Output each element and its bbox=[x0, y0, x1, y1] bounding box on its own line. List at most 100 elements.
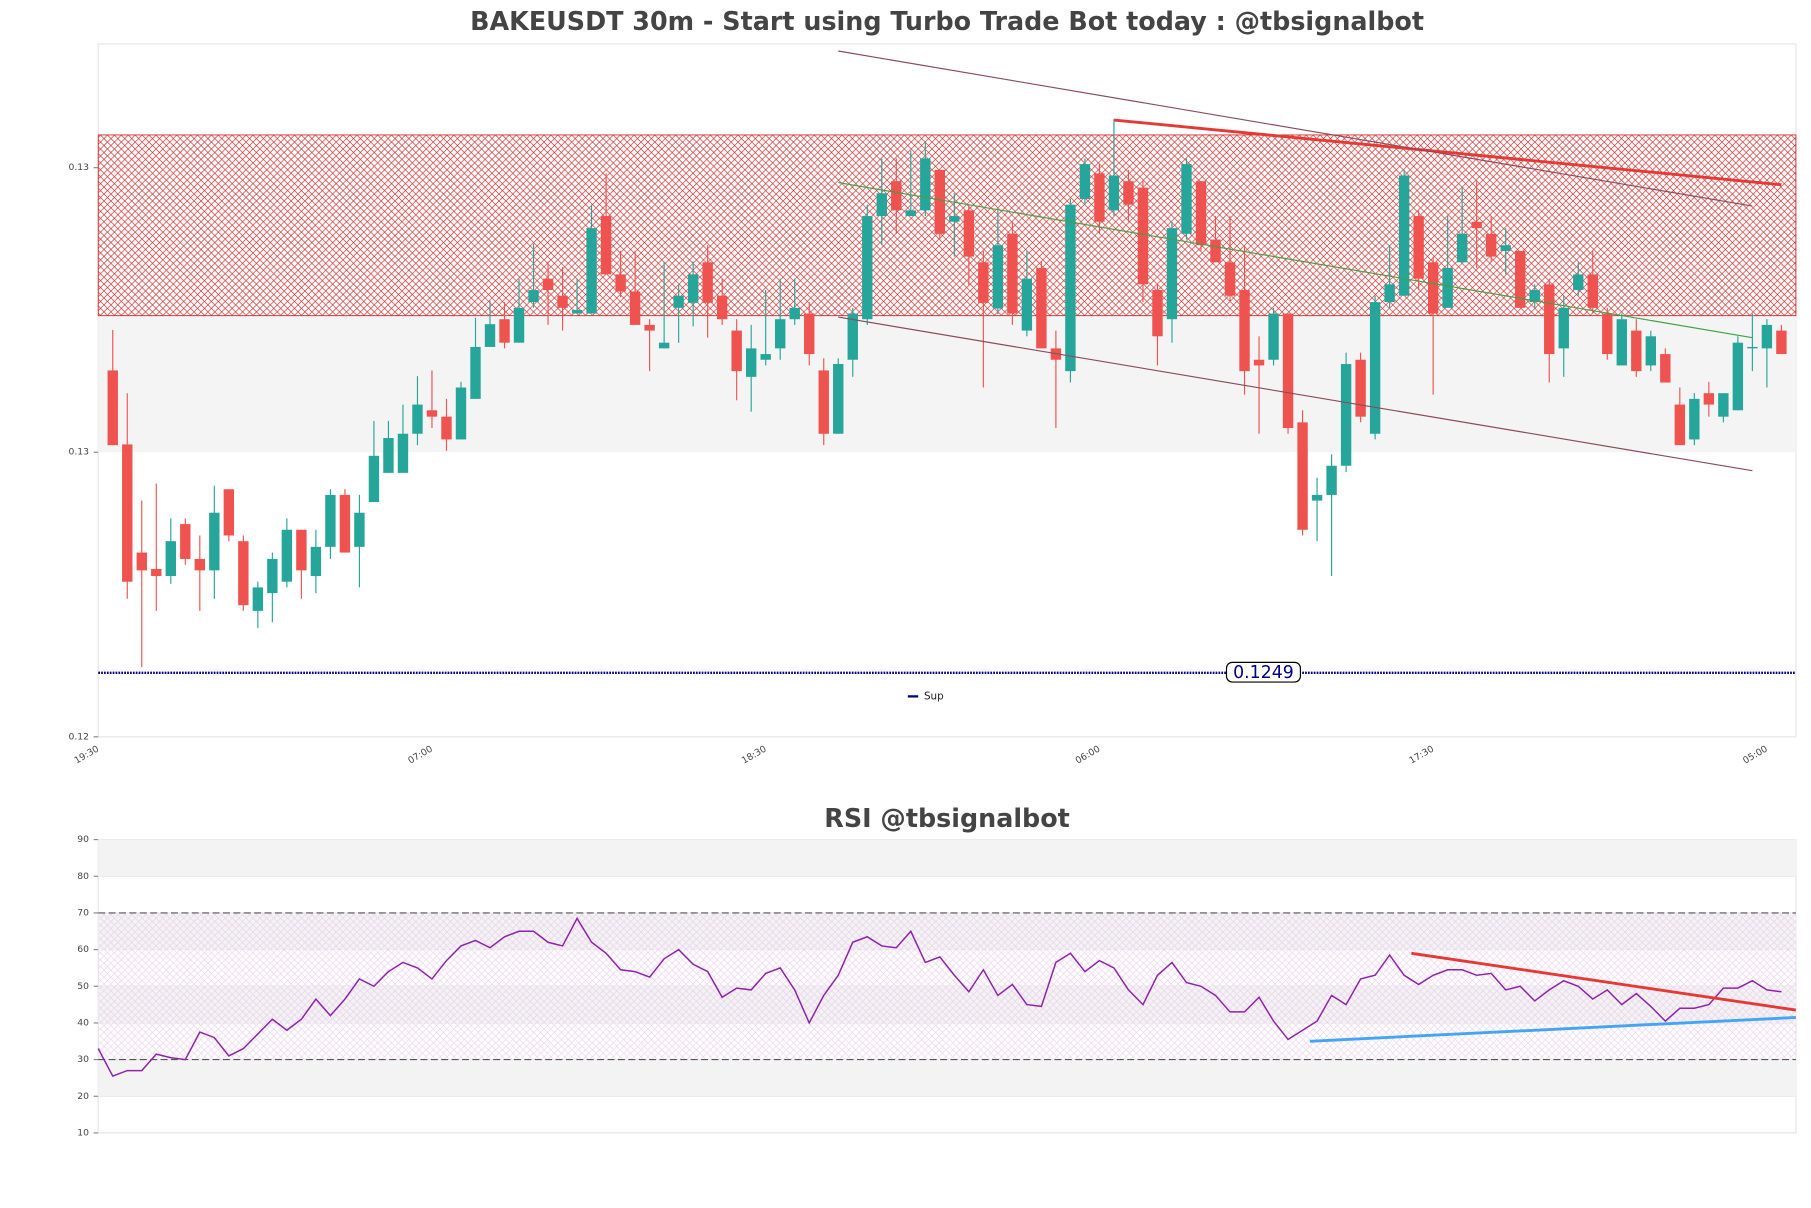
trendline bbox=[838, 50, 1753, 207]
rsi-line bbox=[97, 916, 1782, 1078]
candle-body bbox=[1340, 364, 1352, 466]
shaded-band bbox=[98, 315, 1796, 453]
candle-body bbox=[1442, 267, 1453, 308]
candle-body bbox=[1369, 302, 1381, 434]
support-label-box bbox=[1225, 661, 1301, 683]
candle-body bbox=[745, 348, 757, 377]
trendline bbox=[838, 316, 1753, 472]
candle-body bbox=[122, 444, 133, 582]
candle-body bbox=[1239, 290, 1250, 372]
candle-body bbox=[1558, 307, 1569, 349]
candle-body bbox=[1253, 359, 1265, 366]
candle-body bbox=[368, 455, 380, 503]
candle-body bbox=[252, 587, 264, 611]
candle-body bbox=[470, 346, 481, 399]
x-tick-label: 17:30 bbox=[1407, 744, 1436, 767]
candle-body bbox=[513, 307, 525, 343]
candle-body bbox=[1326, 465, 1337, 495]
candle-body bbox=[1776, 330, 1787, 355]
candle-body bbox=[687, 274, 699, 303]
candle-body bbox=[1268, 313, 1279, 360]
candle-body bbox=[1427, 262, 1439, 314]
candle-body bbox=[760, 354, 771, 360]
candle-body bbox=[296, 529, 307, 571]
candle-body bbox=[1486, 233, 1497, 257]
candle-body bbox=[992, 245, 1004, 309]
candle-body bbox=[1674, 404, 1686, 446]
candle-body bbox=[325, 494, 336, 547]
candle-body bbox=[1108, 175, 1120, 211]
y-tick-label: 90 bbox=[77, 834, 89, 845]
candle-body bbox=[1413, 216, 1424, 279]
trendline bbox=[1411, 951, 1797, 1012]
candle-body bbox=[223, 489, 235, 536]
y-tick-label: 70 bbox=[77, 907, 89, 918]
rsi-zone bbox=[98, 912, 1796, 1060]
candle-body bbox=[484, 324, 496, 347]
candle-body bbox=[1398, 175, 1410, 296]
candle-body bbox=[209, 512, 220, 571]
candle-body bbox=[107, 370, 118, 446]
candle-body bbox=[1515, 250, 1526, 308]
candle-body bbox=[1166, 228, 1178, 320]
candle-body bbox=[1456, 233, 1468, 263]
y-tick-label: 50 bbox=[77, 981, 89, 992]
band bbox=[98, 839, 1796, 877]
candle-body bbox=[1181, 164, 1192, 234]
candle-body bbox=[789, 307, 800, 320]
candle-body bbox=[1195, 181, 1207, 246]
y-tick-label: 0.12 bbox=[68, 731, 89, 742]
candle-body bbox=[934, 169, 946, 234]
candle-body bbox=[731, 330, 742, 372]
candle-body bbox=[1094, 173, 1105, 222]
x-tick-label: 18:30 bbox=[740, 744, 769, 767]
candle-body bbox=[1500, 245, 1511, 251]
candle-body bbox=[1703, 393, 1715, 405]
candle-body bbox=[891, 181, 902, 211]
candle-body bbox=[600, 216, 612, 275]
candle-body bbox=[949, 216, 960, 222]
candle-body bbox=[644, 324, 655, 331]
candle-body bbox=[412, 404, 423, 434]
candle-body bbox=[876, 193, 887, 217]
candle-body bbox=[1631, 330, 1642, 372]
candle-body bbox=[1660, 354, 1671, 383]
candle-body bbox=[1036, 267, 1047, 349]
candle-body bbox=[963, 210, 975, 257]
candle-body bbox=[702, 262, 713, 303]
candle-body bbox=[1471, 221, 1482, 229]
candle-body bbox=[1021, 278, 1033, 331]
candle-body bbox=[978, 262, 989, 303]
candle-body bbox=[862, 216, 873, 320]
candle-body bbox=[542, 278, 554, 291]
candle-body bbox=[1645, 336, 1657, 366]
candle-body bbox=[151, 568, 162, 577]
y-tick-label: 80 bbox=[77, 871, 89, 882]
candle-body bbox=[180, 524, 191, 559]
candle-body bbox=[1587, 274, 1598, 308]
y-tick-label: 0.13 bbox=[68, 447, 89, 458]
candle-body bbox=[804, 313, 815, 355]
candle-body bbox=[818, 370, 829, 434]
candle-body bbox=[1384, 284, 1395, 303]
candle-body bbox=[833, 364, 844, 434]
candle-body bbox=[1544, 284, 1555, 355]
candle-body bbox=[1007, 233, 1018, 314]
candle-body bbox=[1282, 313, 1294, 429]
candle-body bbox=[716, 295, 728, 320]
y-tick-label: 10 bbox=[77, 1127, 89, 1138]
y-tick-label: 40 bbox=[77, 1017, 89, 1028]
candle-body bbox=[194, 558, 206, 571]
candle-body bbox=[1747, 346, 1758, 349]
candle-body bbox=[586, 228, 597, 314]
candle-body bbox=[267, 558, 278, 594]
trendline bbox=[838, 182, 1753, 339]
candle-body bbox=[557, 295, 568, 308]
candle-body bbox=[1137, 187, 1149, 285]
candle-body bbox=[1311, 494, 1323, 501]
candle-body bbox=[1123, 181, 1134, 205]
candle-body bbox=[1065, 204, 1076, 372]
trendline bbox=[1309, 1015, 1796, 1043]
candle-body bbox=[1602, 313, 1613, 355]
